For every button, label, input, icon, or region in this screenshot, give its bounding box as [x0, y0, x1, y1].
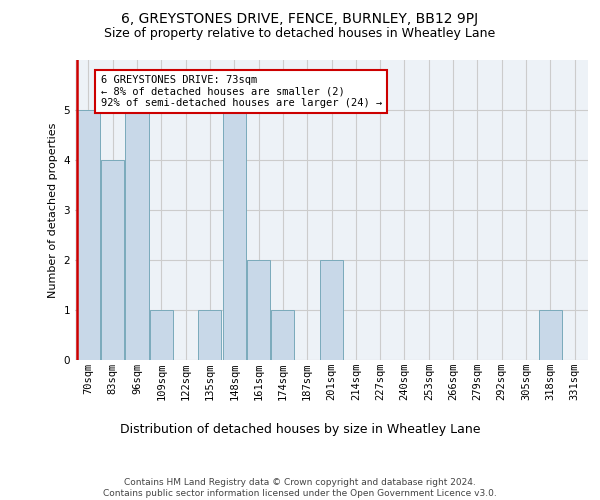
Y-axis label: Number of detached properties: Number of detached properties — [48, 122, 58, 298]
Bar — [199, 310, 221, 360]
Bar — [125, 110, 149, 360]
Bar — [223, 110, 246, 360]
Bar — [320, 260, 343, 360]
Bar — [247, 260, 270, 360]
Text: Size of property relative to detached houses in Wheatley Lane: Size of property relative to detached ho… — [104, 28, 496, 40]
Text: Distribution of detached houses by size in Wheatley Lane: Distribution of detached houses by size … — [120, 422, 480, 436]
Bar — [150, 310, 173, 360]
Text: 6 GREYSTONES DRIVE: 73sqm
← 8% of detached houses are smaller (2)
92% of semi-de: 6 GREYSTONES DRIVE: 73sqm ← 8% of detach… — [101, 75, 382, 108]
Bar — [539, 310, 562, 360]
Bar — [101, 160, 124, 360]
Text: 6, GREYSTONES DRIVE, FENCE, BURNLEY, BB12 9PJ: 6, GREYSTONES DRIVE, FENCE, BURNLEY, BB1… — [121, 12, 479, 26]
Bar — [271, 310, 295, 360]
Bar — [77, 110, 100, 360]
Text: Contains HM Land Registry data © Crown copyright and database right 2024.
Contai: Contains HM Land Registry data © Crown c… — [103, 478, 497, 498]
